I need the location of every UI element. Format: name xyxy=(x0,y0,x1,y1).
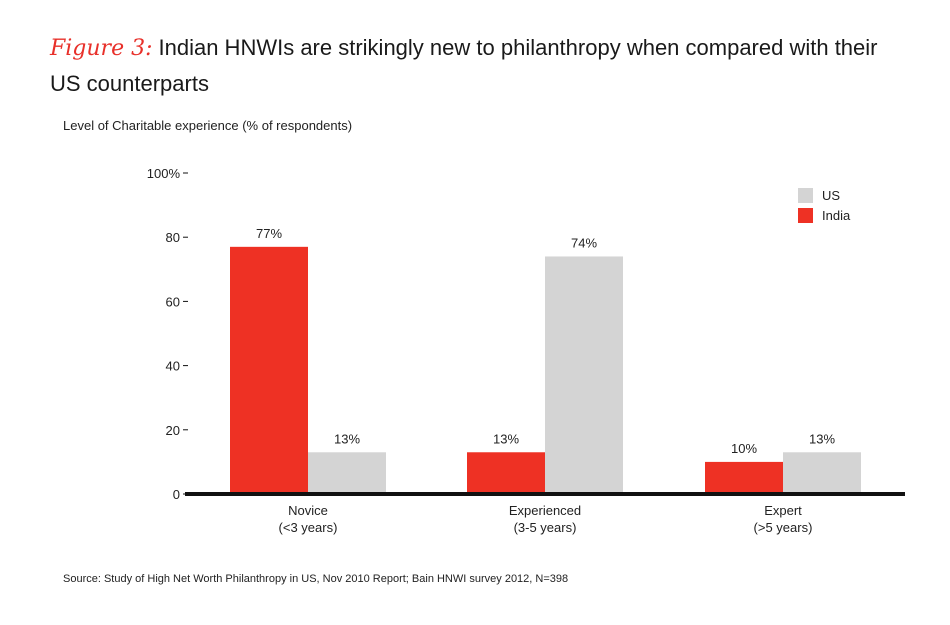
y-tick-label: 20 xyxy=(166,423,180,438)
source-note: Source: Study of High Net Worth Philanth… xyxy=(63,573,569,585)
category-label: (<3 years) xyxy=(279,520,338,535)
bar-us xyxy=(783,452,861,494)
y-tick-label: 100% xyxy=(147,166,181,181)
data-label: 74% xyxy=(571,235,597,250)
legend-label: India xyxy=(822,208,851,223)
legend-label: US xyxy=(822,188,840,203)
bar-us xyxy=(308,452,386,494)
chart-subtitle: Level of Charitable experience (% of res… xyxy=(63,118,353,133)
legend-swatch-us xyxy=(798,188,813,203)
y-tick-label: 60 xyxy=(166,294,180,309)
category-label: (3-5 years) xyxy=(514,520,577,535)
title-text: Indian HNWIs are strikingly new to phila… xyxy=(50,35,878,96)
legend-swatch-india xyxy=(798,208,813,223)
data-label: 13% xyxy=(334,431,360,446)
data-label: 13% xyxy=(493,431,519,446)
bar-india xyxy=(230,246,308,494)
chart-title: Figure 3: Indian HNWIs are strikingly new… xyxy=(50,30,910,101)
figure-label: Figure 3: xyxy=(50,36,153,61)
data-label: 77% xyxy=(256,226,282,241)
bar-india xyxy=(705,461,783,494)
data-label: 13% xyxy=(809,431,835,446)
data-label: 10% xyxy=(731,441,757,456)
y-tick-label: 0 xyxy=(173,487,180,502)
category-label: Experienced xyxy=(509,503,581,518)
category-label: Expert xyxy=(764,503,802,518)
bar-india xyxy=(467,452,545,494)
bar-us xyxy=(545,256,623,494)
y-tick-label: 40 xyxy=(166,359,180,374)
y-tick-label: 80 xyxy=(166,230,180,245)
category-label: Novice xyxy=(288,503,328,518)
category-label: (>5 years) xyxy=(754,520,813,535)
